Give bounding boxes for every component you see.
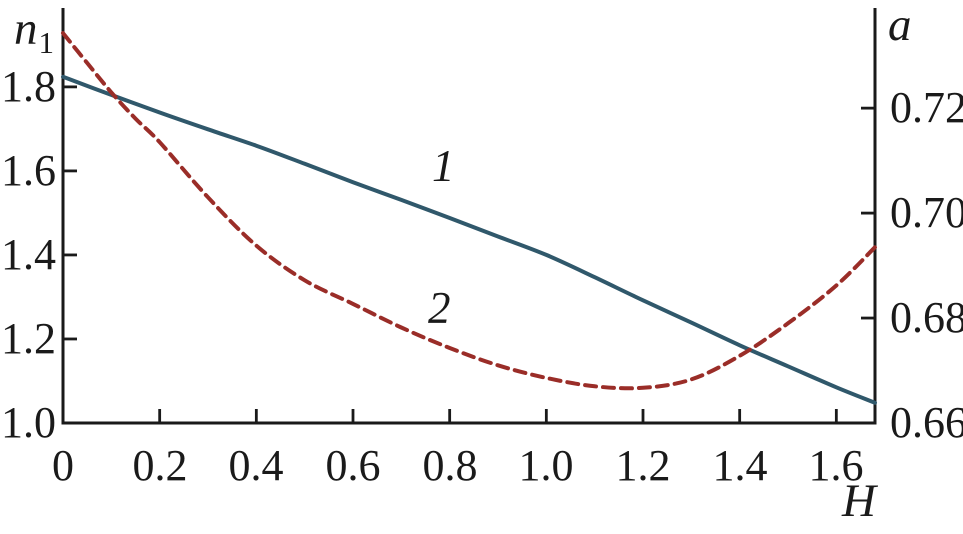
left-axis-title-letter: n <box>14 3 38 55</box>
axes-frame <box>61 8 877 425</box>
x-axis-title: H <box>842 475 876 527</box>
curve-2-line <box>61 31 877 391</box>
left-axis-title: n1 <box>14 4 54 68</box>
x-tick-label: 0.6 <box>325 441 381 490</box>
left-tick-label: 1.2 <box>1 314 56 363</box>
curve-2-label: 2 <box>428 283 451 333</box>
left-tick-label: 1.6 <box>1 146 56 195</box>
right-tick-label: 0.72 <box>890 83 963 132</box>
curve-1-label: 1 <box>432 141 455 191</box>
left-tick-label: 1.8 <box>1 62 56 111</box>
right-tick-label: 0.68 <box>890 293 963 342</box>
left-axis-title-subscript: 1 <box>38 25 55 60</box>
x-tick-label: 0 <box>52 441 74 490</box>
right-axis-title: a <box>888 0 912 51</box>
right-tick-label: 0.66 <box>890 398 963 447</box>
x-tick-label: 1.2 <box>615 441 671 490</box>
x-tick-label: 0.8 <box>422 441 478 490</box>
x-tick-label: 1.4 <box>712 441 768 490</box>
x-tick-label: 1.0 <box>518 441 574 490</box>
x-tick-label: 0.2 <box>132 441 188 490</box>
x-tick-label: 1.6 <box>808 441 864 490</box>
left-tick-label: 1.0 <box>1 398 56 447</box>
x-tick-label: 0.4 <box>228 441 284 490</box>
left-tick-label: 1.4 <box>1 230 56 279</box>
curve-1-line <box>61 74 877 405</box>
right-tick-label: 0.70 <box>890 188 963 237</box>
